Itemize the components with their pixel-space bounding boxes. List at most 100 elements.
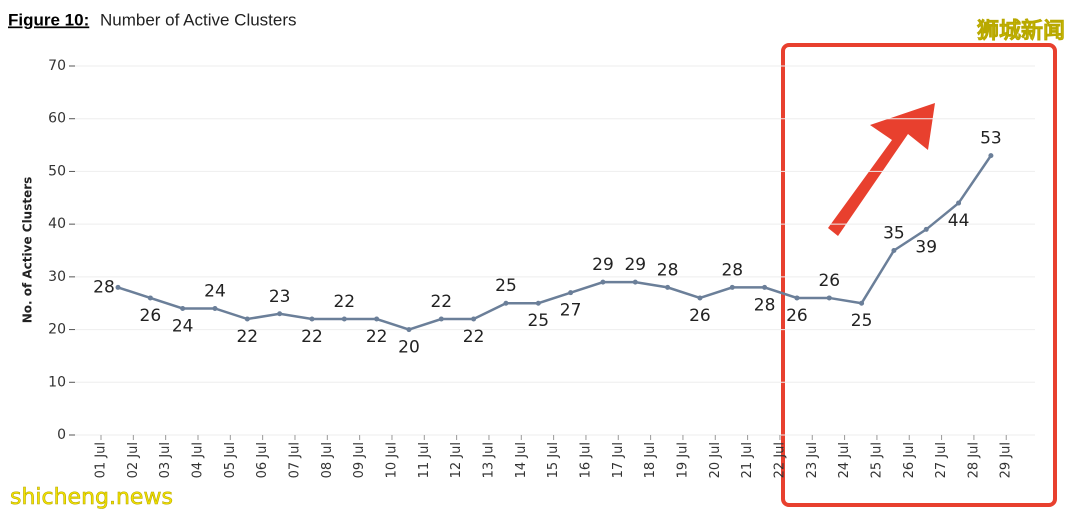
data-point [632, 279, 638, 285]
highlight-box [781, 43, 1057, 507]
data-label: 23 [269, 287, 291, 307]
data-point [956, 200, 962, 206]
x-tick-label: 22 Jul [772, 442, 787, 478]
data-label: 26 [140, 306, 162, 326]
x-tick-label: 12 Jul [449, 442, 464, 478]
data-label: 22 [463, 327, 485, 347]
data-label: 28 [721, 260, 743, 280]
data-point [438, 316, 444, 322]
data-label: 24 [172, 316, 194, 336]
data-label: 22 [236, 327, 258, 347]
x-tick-label: 28 Jul [966, 442, 981, 478]
x-tick-label: 17 Jul [611, 442, 626, 478]
data-point [503, 300, 509, 306]
x-tick-label: 20 Jul [708, 442, 723, 478]
data-point [988, 153, 994, 159]
data-label: 25 [527, 311, 549, 331]
x-tick-label: 02 Jul [126, 442, 141, 478]
x-tick-label: 24 Jul [837, 442, 852, 478]
data-label: 29 [624, 255, 646, 275]
y-tick-label: 50 [48, 163, 66, 179]
y-tick-label: 0 [57, 427, 66, 443]
data-label: 28 [93, 277, 115, 297]
data-label: 22 [366, 327, 388, 347]
data-label: 29 [592, 255, 614, 275]
x-tick-label: 11 Jul [417, 442, 432, 478]
data-label: 25 [495, 276, 517, 296]
data-point [406, 327, 412, 333]
y-tick-label: 60 [48, 111, 66, 127]
x-tick-label: 27 Jul [934, 442, 949, 478]
x-tick-label: 18 Jul [643, 442, 658, 478]
data-label: 26 [786, 306, 808, 326]
x-tick-label: 03 Jul [158, 442, 173, 478]
data-point [535, 300, 541, 306]
y-tick-label: 40 [48, 216, 66, 232]
data-label: 24 [204, 281, 226, 301]
data-point [826, 295, 832, 301]
data-label: 53 [980, 129, 1002, 149]
title-prefix: Figure 10: [8, 10, 89, 29]
y-tick-label: 10 [48, 374, 66, 390]
data-point [147, 295, 153, 301]
data-point [115, 284, 121, 290]
x-tick-label: 13 Jul [481, 442, 496, 478]
data-point [665, 284, 671, 290]
data-label: 28 [657, 260, 679, 280]
data-point [309, 316, 315, 322]
watermark: 狮城新闻 [977, 18, 1065, 44]
data-label: 22 [301, 327, 323, 347]
x-tick-label: 26 Jul [902, 442, 917, 478]
x-tick-label: 15 Jul [546, 442, 561, 478]
data-point [244, 316, 250, 322]
series-line [117, 154, 992, 331]
x-tick-label: 06 Jul [255, 442, 270, 478]
arrow [828, 103, 935, 236]
watermark: shicheng.news [10, 485, 173, 510]
x-tick-label: 09 Jul [352, 442, 367, 478]
x-tick-label: 04 Jul [190, 442, 205, 478]
data-point [729, 284, 735, 290]
data-label: 28 [754, 295, 776, 315]
x-tick-label: 25 Jul [869, 442, 884, 478]
data-label: 39 [915, 237, 937, 257]
data-point [180, 305, 186, 311]
x-tick-label: 01 Jul [94, 442, 109, 478]
y-tick-label: 20 [48, 322, 66, 338]
data-point [374, 316, 380, 322]
data-label: 35 [883, 224, 905, 244]
data-point [794, 295, 800, 301]
y-tick-label: 30 [48, 269, 66, 285]
x-tick-label: 23 Jul [805, 442, 820, 478]
data-point [923, 226, 929, 232]
x-tick-label: 10 Jul [384, 442, 399, 478]
x-tick-label: 07 Jul [287, 442, 302, 478]
data-point [697, 295, 703, 301]
data-point [212, 305, 218, 311]
data-point [891, 248, 897, 253]
data-point [341, 316, 347, 322]
data-label: 20 [398, 338, 420, 358]
data-point [600, 279, 606, 285]
y-axis-label: No. of Active Clusters [21, 177, 35, 324]
data-label: 26 [818, 271, 840, 291]
x-tick-label: 29 Jul [999, 442, 1014, 478]
data-label: 27 [560, 301, 582, 321]
x-tick-label: 05 Jul [223, 442, 238, 478]
x-tick-label: 08 Jul [320, 442, 335, 478]
data-point [859, 300, 865, 306]
data-label: 26 [689, 306, 711, 326]
data-label: 22 [333, 292, 355, 312]
data-point [277, 311, 283, 317]
y-tick-label: 70 [48, 58, 66, 74]
x-tick-label: 16 Jul [578, 442, 593, 478]
x-tick-label: 21 Jul [740, 442, 755, 478]
chart-title: Number of Active Clusters [100, 10, 297, 29]
data-label: 44 [948, 211, 970, 231]
data-point [471, 316, 477, 322]
x-tick-label: 19 Jul [675, 442, 690, 478]
data-label: 22 [430, 292, 452, 312]
data-label: 25 [851, 311, 873, 331]
data-point [762, 284, 768, 290]
